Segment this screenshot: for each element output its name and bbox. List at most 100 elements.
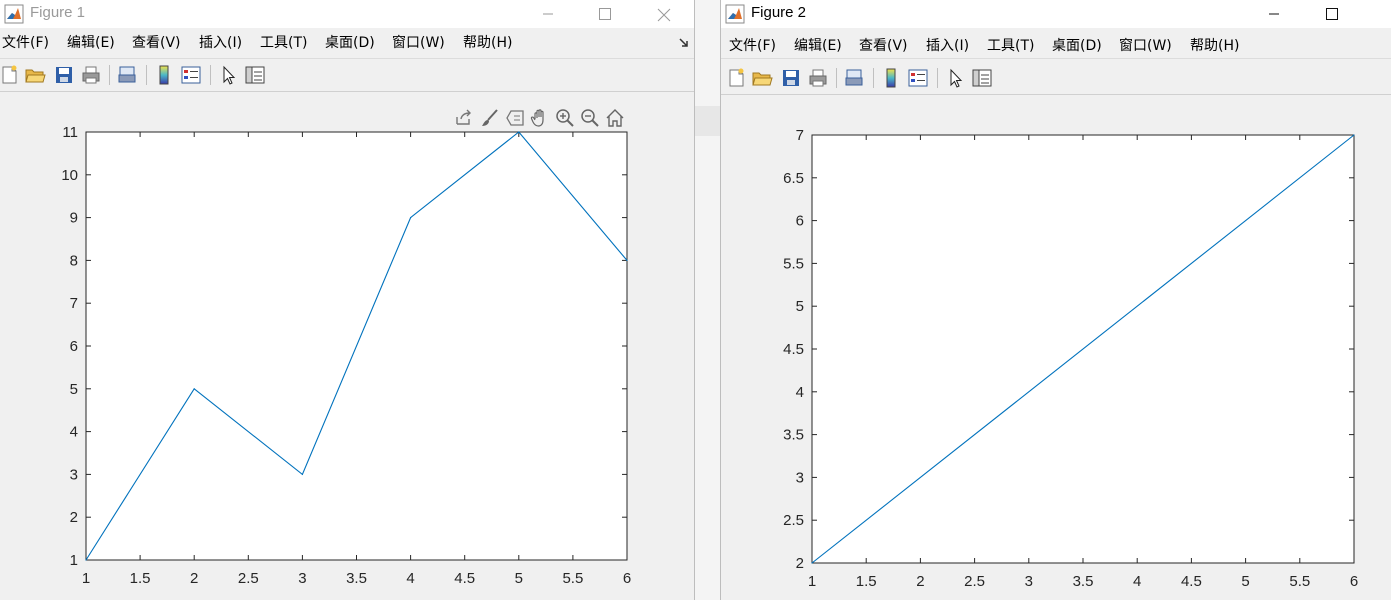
y-tick-label: 7 [70,295,78,312]
menu-tools[interactable]: 工具(T) [260,35,308,51]
colorbar-icon[interactable] [153,64,175,86]
x-tick-label: 3 [1025,573,1033,590]
print-preview-icon[interactable] [843,67,865,89]
figure-1-axes[interactable]: 1 1.5 2 2.5 3 3.5 4 4.5 5 5.5 6 1 2 3 4 5 6 7 8 9 10 11 [0,92,694,600]
title-bar: Figure 1 [0,0,694,28]
y-tick-label: 5.5 [783,255,804,272]
toolbar-separator [146,65,147,85]
data-point [811,562,813,564]
data-point [85,559,87,561]
menu-desktop[interactable]: 桌面(D) [325,35,375,51]
zoom-out-icon[interactable] [579,107,601,129]
x-tick-label: 3.5 [346,570,367,587]
figure-2-window: Figure 2 文件(F) 编辑(E) 查看(V) 插入(I) 工具(T) 桌… [721,0,1391,600]
menu-tools[interactable]: 工具(T) [987,38,1035,54]
minimize-icon [543,13,553,15]
toolbar-separator [836,68,837,88]
maximize-icon [1326,8,1338,20]
x-tick-label: 3.5 [1073,573,1094,590]
y-tick-label: 6.5 [783,170,804,187]
toolbar-separator [873,68,874,88]
brush-icon[interactable] [479,107,501,129]
figure-toolbar [721,62,1391,95]
menu-edit[interactable]: 编辑(E) [67,35,115,51]
menu-file[interactable]: 文件(F) [2,35,49,51]
y-tick-label: 2.5 [783,512,804,529]
x-tick-label: 1 [808,573,816,590]
home-icon[interactable] [604,107,626,129]
menu-insert[interactable]: 插入(I) [926,38,970,54]
y-tick-label: 4.5 [783,341,804,358]
legend-icon[interactable] [907,67,929,89]
window-title: Figure 2 [751,4,807,21]
new-figure-icon[interactable] [0,64,20,86]
y-tick-label: 9 [70,210,78,227]
figure-2-axes[interactable]: 1 1.5 2 2.5 3 3.5 4 4.5 5 5.5 6 2 2.5 3 3.5 4 4.5 5 5.5 6 6.… [721,95,1391,600]
data-point [626,259,628,261]
minimize-button[interactable] [525,0,571,28]
y-tick-label: 7 [796,127,804,144]
data-point [301,473,303,475]
property-inspector-icon[interactable] [971,67,993,89]
window-title: Figure 1 [30,4,86,21]
menu-bar: 文件(F) 编辑(E) 查看(V) 插入(I) 工具(T) 桌面(D) 窗口(W… [721,28,1391,59]
menu-insert[interactable]: 插入(I) [199,35,243,51]
legend-icon[interactable] [180,64,202,86]
save-icon[interactable] [53,64,75,86]
zoom-in-icon[interactable] [554,107,576,129]
x-tick-label: 4 [1133,573,1141,590]
export-icon[interactable] [453,107,475,129]
pan-icon[interactable] [529,107,551,129]
menu-bar: 文件(F) 编辑(E) 查看(V) 插入(I) 工具(T) 桌面(D) 窗口(W… [0,28,694,59]
colorbar-icon[interactable] [880,67,902,89]
close-button[interactable] [640,0,686,28]
maximize-button[interactable] [1309,0,1355,28]
print-icon[interactable] [80,64,102,86]
x-tick-label: 2.5 [238,570,259,587]
menu-desktop[interactable]: 桌面(D) [1052,38,1102,54]
toolbar-separator [210,65,211,85]
data-point [410,217,412,219]
menu-view[interactable]: 查看(V) [132,35,181,51]
new-figure-icon[interactable] [725,67,747,89]
menu-edit[interactable]: 编辑(E) [794,38,842,54]
datatip-icon[interactable] [504,107,526,129]
x-tick-label: 6 [1350,573,1358,590]
menu-file[interactable]: 文件(F) [729,38,776,54]
menu-window[interactable]: 窗口(W) [392,35,445,51]
minimize-icon [1269,13,1279,15]
menu-view[interactable]: 查看(V) [859,38,908,54]
open-file-icon[interactable] [24,64,46,86]
pointer-icon[interactable] [944,67,966,89]
x-tick-label: 5.5 [1289,573,1310,590]
pointer-icon[interactable] [217,64,239,86]
y-tick-label: 6 [70,338,78,355]
x-tick-label: 2 [190,570,198,587]
print-icon[interactable] [807,67,829,89]
y-tick-label: 3 [796,469,804,486]
property-inspector-icon[interactable] [244,64,266,86]
x-tick-label: 4.5 [454,570,475,587]
menu-help[interactable]: 帮助(H) [463,35,513,51]
series-line [811,134,1355,564]
y-tick-label: 10 [61,167,78,184]
figure-toolbar [0,59,694,92]
menu-help[interactable]: 帮助(H) [1190,38,1240,54]
x-tick-label: 3 [298,570,306,587]
print-preview-icon[interactable] [116,64,138,86]
x-tick-label: 1 [82,570,90,587]
save-icon[interactable] [780,67,802,89]
minimize-button[interactable] [1251,0,1297,28]
maximize-button[interactable] [582,0,628,28]
matlab-icon [4,4,24,24]
y-tick-label: 5 [70,381,78,398]
dock-arrow-icon[interactable] [678,37,690,49]
series-line [85,131,628,561]
menu-window[interactable]: 窗口(W) [1119,38,1172,54]
y-tick-label: 8 [70,252,78,269]
open-file-icon[interactable] [751,67,773,89]
window-gap [694,0,721,600]
x-tick-label: 1.5 [856,573,877,590]
y-tick-label: 3 [70,466,78,483]
toolbar-separator [937,68,938,88]
